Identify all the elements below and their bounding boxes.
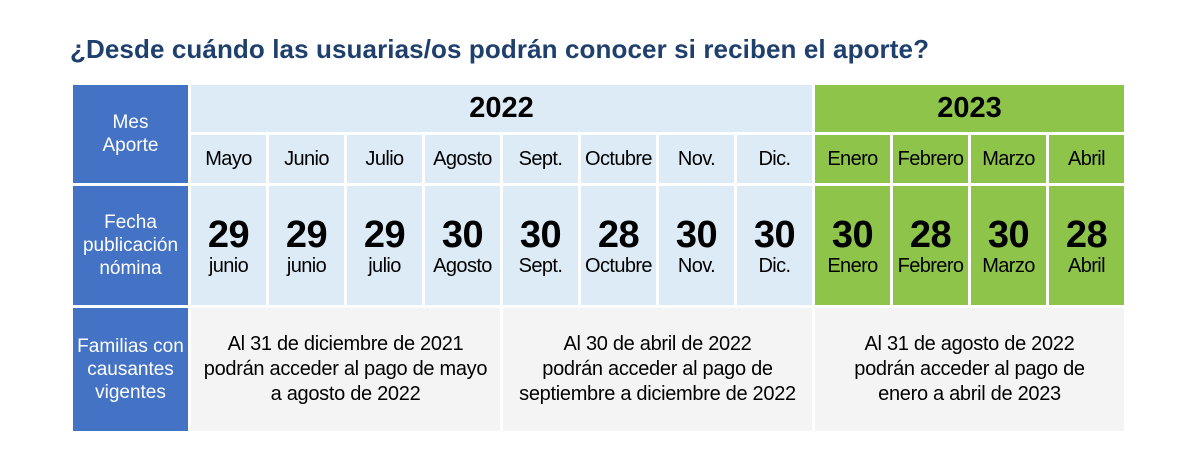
row-label-fecha-publicacion: Fecha publicación nómina xyxy=(70,183,191,308)
month-cell: Octubre xyxy=(578,132,659,186)
year-header-2022: 2022 xyxy=(188,82,815,135)
publication-month: Febrero xyxy=(897,254,964,277)
publication-month: Sept. xyxy=(518,254,563,277)
publication-day: 28 xyxy=(909,213,952,256)
publication-day: 29 xyxy=(207,213,250,256)
row-label-line: Aporte xyxy=(102,135,159,156)
row-label-line: publicación xyxy=(82,235,179,256)
month-cell: Mayo xyxy=(188,132,269,186)
families-line: a agosto de 2022 xyxy=(270,383,421,405)
publication-date-cell: 29 julio xyxy=(344,183,425,308)
month-cell: Marzo xyxy=(968,132,1049,186)
publication-day: 30 xyxy=(831,213,874,256)
publication-day: 30 xyxy=(441,213,484,256)
page-title: ¿Desde cuándo las usuarias/os podrán con… xyxy=(70,34,930,64)
payment-calendar-table: Mes Aporte 2022 2023 Mayo Junio Julio Ag… xyxy=(70,82,1127,434)
month-cell: Agosto xyxy=(422,132,503,186)
families-line: septiembre a diciembre de 2022 xyxy=(519,383,796,405)
month-cell: Julio xyxy=(344,132,425,186)
publication-day: 30 xyxy=(519,213,562,256)
publication-date-cell: 28 Abril xyxy=(1046,183,1127,308)
publication-date-cell: 30 Sept. xyxy=(500,183,581,308)
month-cell: Dic. xyxy=(734,132,815,186)
publication-month: Marzo xyxy=(982,254,1035,277)
publication-date-cell: 28 Febrero xyxy=(890,183,971,308)
publication-day: 29 xyxy=(363,213,406,256)
families-cell-may-aug-2022: Al 31 de diciembre de 2021 podrán accede… xyxy=(188,305,503,434)
publication-month: Agosto xyxy=(433,254,492,277)
families-line: Al 31 de diciembre de 2021 xyxy=(227,333,464,355)
row-label-line: nómina xyxy=(99,258,162,279)
month-cell: Nov. xyxy=(656,132,737,186)
publication-date-cell: 29 junio xyxy=(266,183,347,308)
publication-day: 28 xyxy=(597,213,640,256)
row-label-familias: Familias con causantes vigentes xyxy=(70,305,191,434)
row-label-line: vigentes xyxy=(95,382,166,403)
year-header-2023: 2023 xyxy=(812,82,1127,135)
row-label-mes-aporte: Mes Aporte xyxy=(70,82,191,186)
row-label-line: Fecha xyxy=(104,212,157,233)
month-cell: Sept. xyxy=(500,132,581,186)
families-line: enero a abril de 2023 xyxy=(878,383,1061,405)
families-line: podrán acceder al pago de mayo xyxy=(203,358,488,380)
families-cell-jan-apr-2023: Al 31 de agosto de 2022 podrán acceder a… xyxy=(812,305,1127,434)
publication-month: Octubre xyxy=(585,254,653,277)
families-line: podrán acceder al pago de xyxy=(854,358,1085,380)
publication-date-cell: 30 Agosto xyxy=(422,183,503,308)
publication-month: Enero xyxy=(827,254,878,277)
publication-day: 30 xyxy=(753,213,796,256)
publication-date-cell: 30 Marzo xyxy=(968,183,1049,308)
publication-date-cell: 30 Enero xyxy=(812,183,893,308)
publication-month: Abril xyxy=(1067,254,1106,277)
publication-day: 30 xyxy=(987,213,1030,256)
publication-date-cell: 29 junio xyxy=(188,183,269,308)
publication-day: 29 xyxy=(285,213,328,256)
publication-month: Dic. xyxy=(758,254,791,277)
publication-date-cell: 30 Dic. xyxy=(734,183,815,308)
families-line: Al 30 de abril de 2022 xyxy=(563,333,752,355)
publication-month: junio xyxy=(208,254,249,277)
month-cell: Abril xyxy=(1046,132,1127,186)
row-label-line: Familias con xyxy=(77,336,184,357)
publication-date-cell: 30 Nov. xyxy=(656,183,737,308)
publication-month: julio xyxy=(368,254,401,277)
month-cell: Enero xyxy=(812,132,893,186)
families-cell-sep-dec-2022: Al 30 de abril de 2022 podrán acceder al… xyxy=(500,305,815,434)
publication-day: 30 xyxy=(675,213,718,256)
row-label-line: causantes xyxy=(87,359,174,380)
publication-month: Nov. xyxy=(677,254,716,277)
month-cell: Junio xyxy=(266,132,347,186)
row-label-line: Mes xyxy=(112,112,149,133)
publication-date-cell: 28 Octubre xyxy=(578,183,659,308)
publication-day: 28 xyxy=(1065,213,1108,256)
families-line: Al 31 de agosto de 2022 xyxy=(864,333,1075,355)
publication-month: junio xyxy=(286,254,327,277)
month-cell: Febrero xyxy=(890,132,971,186)
families-line: podrán acceder al pago de xyxy=(542,358,773,380)
